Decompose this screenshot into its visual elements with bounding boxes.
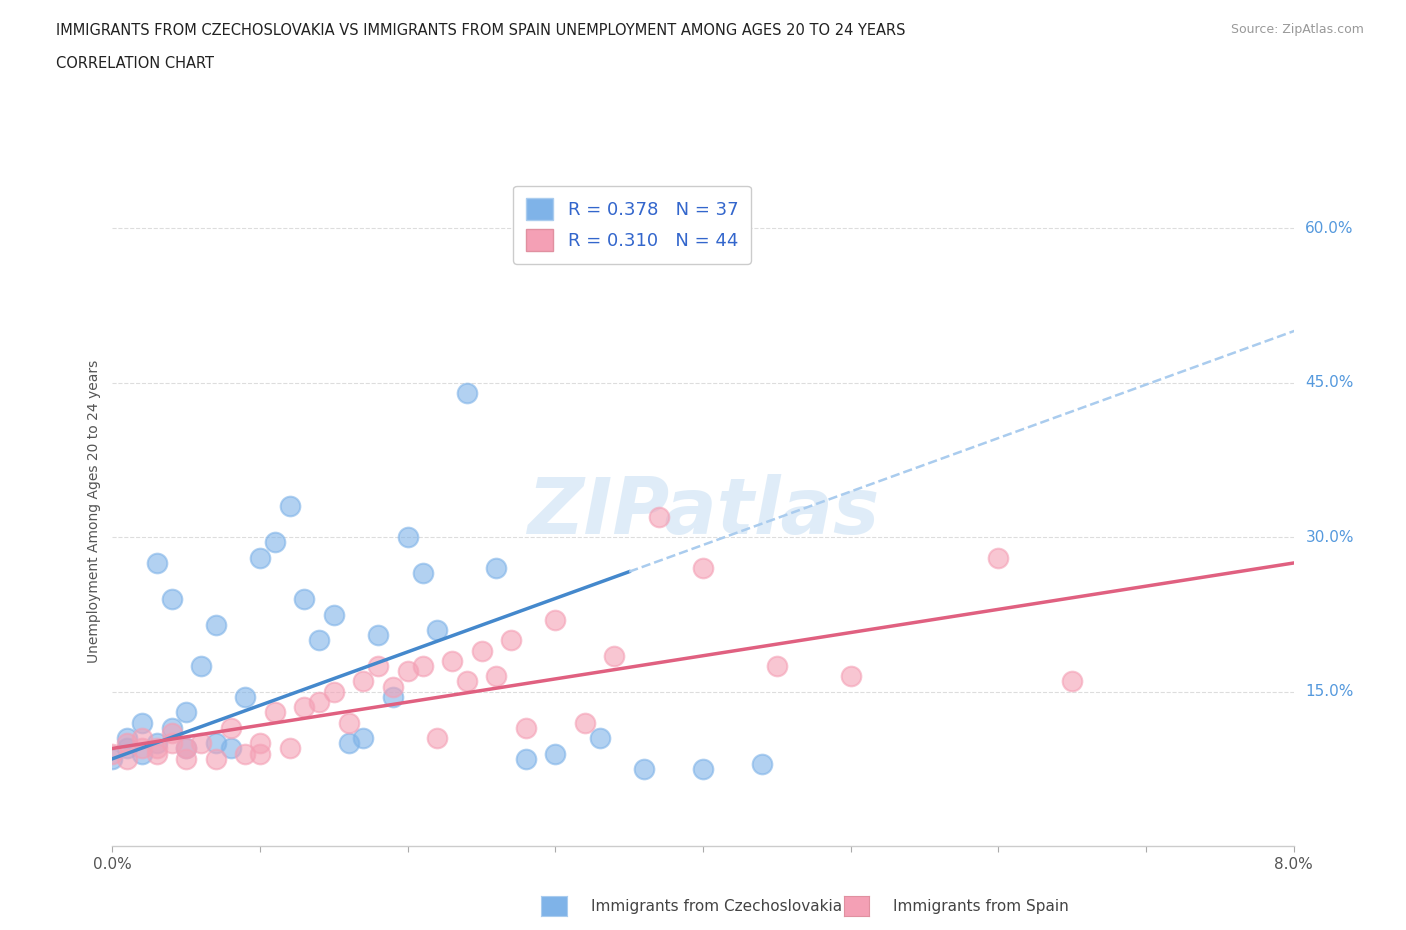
Point <box>264 535 287 550</box>
Point <box>131 731 153 746</box>
Point <box>205 736 228 751</box>
Point <box>323 684 346 699</box>
Point <box>588 731 610 746</box>
Text: Immigrants from Spain: Immigrants from Spain <box>893 899 1069 914</box>
Point <box>292 591 315 606</box>
Point <box>219 721 242 736</box>
Point <box>117 736 138 751</box>
Point <box>160 725 183 740</box>
Point <box>396 664 419 679</box>
Point <box>574 715 596 730</box>
Point <box>382 689 405 704</box>
Point <box>751 756 773 771</box>
Text: CORRELATION CHART: CORRELATION CHART <box>56 56 214 71</box>
Point <box>987 551 1010 565</box>
Point <box>160 736 183 751</box>
Point <box>765 658 787 673</box>
Point <box>174 741 197 756</box>
Point <box>323 607 346 622</box>
Point <box>117 731 138 746</box>
Point <box>219 741 242 756</box>
Point <box>426 622 449 637</box>
Point <box>146 746 169 761</box>
Point <box>367 658 389 673</box>
Point <box>337 715 360 730</box>
Point <box>426 731 449 746</box>
Text: Immigrants from Czechoslovakia: Immigrants from Czechoslovakia <box>591 899 842 914</box>
Point <box>839 669 862 684</box>
Point <box>352 674 374 689</box>
Point <box>692 762 714 777</box>
Point <box>205 618 228 632</box>
Point <box>190 658 212 673</box>
Point <box>146 741 169 756</box>
Point <box>101 751 124 766</box>
Point <box>278 498 301 513</box>
Point <box>501 632 523 647</box>
Point <box>249 746 271 761</box>
Point <box>146 555 169 570</box>
Point <box>146 736 169 751</box>
Point <box>441 654 464 669</box>
Point <box>292 699 315 714</box>
Point <box>190 736 212 751</box>
Point <box>249 551 271 565</box>
Point <box>396 530 419 545</box>
Legend: R = 0.378   N = 37, R = 0.310   N = 44: R = 0.378 N = 37, R = 0.310 N = 44 <box>513 186 751 264</box>
Point <box>174 705 197 720</box>
Point <box>249 736 271 751</box>
Text: Source: ZipAtlas.com: Source: ZipAtlas.com <box>1230 23 1364 36</box>
Point <box>352 731 374 746</box>
Y-axis label: Unemployment Among Ages 20 to 24 years: Unemployment Among Ages 20 to 24 years <box>87 360 101 663</box>
Point <box>205 751 228 766</box>
Text: 15.0%: 15.0% <box>1305 684 1354 699</box>
Point <box>515 721 537 736</box>
Point <box>308 695 330 710</box>
Text: ZIPatlas: ZIPatlas <box>527 473 879 550</box>
Text: IMMIGRANTS FROM CZECHOSLOVAKIA VS IMMIGRANTS FROM SPAIN UNEMPLOYMENT AMONG AGES : IMMIGRANTS FROM CZECHOSLOVAKIA VS IMMIGR… <box>56 23 905 38</box>
Point <box>485 561 508 576</box>
Point <box>131 741 153 756</box>
Point <box>1062 674 1084 689</box>
Point <box>278 741 301 756</box>
Point <box>367 628 389 643</box>
Point <box>131 746 153 761</box>
Point <box>160 721 183 736</box>
Point <box>117 751 138 766</box>
Point <box>633 762 655 777</box>
Point <box>471 644 494 658</box>
Point <box>337 736 360 751</box>
Point <box>456 386 478 401</box>
Text: 30.0%: 30.0% <box>1305 530 1354 545</box>
Point <box>544 746 567 761</box>
Text: 60.0%: 60.0% <box>1305 220 1354 235</box>
Point <box>544 612 567 627</box>
Point <box>485 669 508 684</box>
Point <box>692 561 714 576</box>
Point <box>515 751 537 766</box>
Point <box>603 648 626 663</box>
Point <box>233 689 256 704</box>
Point <box>174 751 197 766</box>
Point <box>264 705 287 720</box>
Text: 45.0%: 45.0% <box>1305 375 1354 391</box>
Point <box>131 715 153 730</box>
Point <box>174 741 197 756</box>
Point <box>117 741 138 756</box>
Point <box>412 658 434 673</box>
Point <box>233 746 256 761</box>
Point <box>647 510 671 525</box>
Point <box>412 565 434 580</box>
Point <box>308 632 330 647</box>
Point <box>160 591 183 606</box>
Point <box>456 674 478 689</box>
Point <box>382 679 405 694</box>
Point <box>101 746 124 761</box>
